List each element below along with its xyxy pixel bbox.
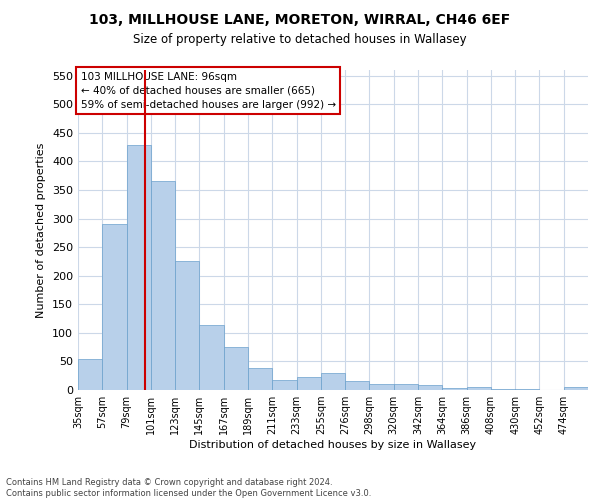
Bar xyxy=(199,326,224,390)
Bar xyxy=(467,387,491,390)
Text: 103, MILLHOUSE LANE, MORETON, WIRRAL, CH46 6EF: 103, MILLHOUSE LANE, MORETON, WIRRAL, CH… xyxy=(89,12,511,26)
Bar xyxy=(272,380,296,390)
Bar xyxy=(224,346,248,390)
Bar xyxy=(127,146,151,390)
Bar xyxy=(370,384,394,390)
Bar xyxy=(564,387,588,390)
Bar xyxy=(175,261,199,390)
Bar xyxy=(78,358,102,390)
Bar xyxy=(321,374,345,390)
Text: 103 MILLHOUSE LANE: 96sqm
← 40% of detached houses are smaller (665)
59% of semi: 103 MILLHOUSE LANE: 96sqm ← 40% of detac… xyxy=(80,72,335,110)
Bar xyxy=(394,384,418,390)
Text: Size of property relative to detached houses in Wallasey: Size of property relative to detached ho… xyxy=(133,32,467,46)
X-axis label: Distribution of detached houses by size in Wallasey: Distribution of detached houses by size … xyxy=(190,440,476,450)
Bar xyxy=(248,368,272,390)
Bar xyxy=(102,224,127,390)
Text: Contains HM Land Registry data © Crown copyright and database right 2024.
Contai: Contains HM Land Registry data © Crown c… xyxy=(6,478,371,498)
Bar xyxy=(442,388,467,390)
Y-axis label: Number of detached properties: Number of detached properties xyxy=(37,142,46,318)
Bar xyxy=(418,386,442,390)
Bar xyxy=(151,182,175,390)
Bar xyxy=(296,378,321,390)
Bar xyxy=(345,381,370,390)
